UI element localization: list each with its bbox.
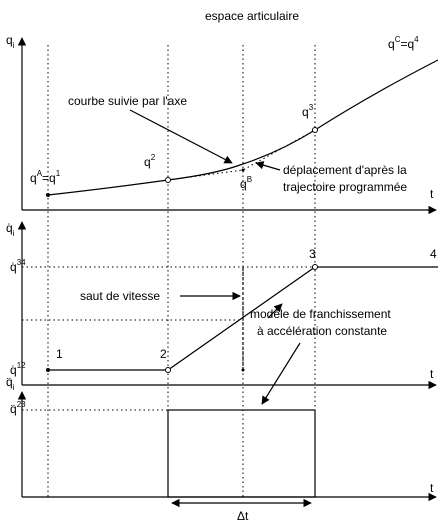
annotation: déplacement d'après la xyxy=(283,163,407,177)
label-part: 12 xyxy=(17,361,26,370)
label-part: i xyxy=(13,41,15,50)
point-label: qC​=q4​ xyxy=(388,35,419,51)
label-part: q xyxy=(240,177,247,191)
level-label: q̇34​ xyxy=(10,258,26,274)
label-part: q xyxy=(30,171,37,185)
label-part: 23 xyxy=(17,400,26,409)
segment-number: 3 xyxy=(309,247,316,261)
label-part: B xyxy=(247,175,252,184)
axis-label: q̇i​ xyxy=(6,221,15,238)
label-part: q xyxy=(144,155,151,169)
label-part: 3 xyxy=(309,103,314,112)
annotation: trajectoire programmée xyxy=(283,180,407,194)
point-label: q3​ xyxy=(302,103,314,119)
time-label: t xyxy=(430,481,434,495)
title: espace articulaire xyxy=(205,9,299,23)
arrows xyxy=(129,109,301,405)
label-part: q̈ xyxy=(6,375,13,389)
label-part: q xyxy=(302,105,309,119)
annotation: courbe suivie par l'axe xyxy=(68,94,187,108)
curves xyxy=(46,59,438,508)
labels: t t t courbe suivie par l'axe déplacemen… xyxy=(56,94,437,523)
label-part: 34 xyxy=(17,258,26,267)
point-label: q2​ xyxy=(144,153,156,169)
annotation: modèle de franchissement xyxy=(250,307,391,321)
point-label: qB​ xyxy=(240,175,252,191)
level-label: q̇12​ xyxy=(10,361,26,377)
label-part: q xyxy=(388,37,395,51)
segment-number: 2 xyxy=(160,347,167,361)
point-label: qA​=q1​ xyxy=(30,169,61,185)
label-part: q xyxy=(6,33,13,47)
level-label: q̈23​ xyxy=(10,400,26,416)
label-part: 4 xyxy=(414,35,419,44)
annotation: saut de vitesse xyxy=(80,289,160,303)
label-part: i xyxy=(13,229,15,238)
segment-number: 1 xyxy=(56,347,63,361)
label-part: =q xyxy=(42,171,56,185)
time-label: t xyxy=(430,367,434,381)
segment-number: 4 xyxy=(430,247,437,261)
label-part: 2 xyxy=(151,153,156,162)
time-label: t xyxy=(430,187,434,201)
label-part: 1 xyxy=(56,169,61,178)
label-part: q̇ xyxy=(10,363,17,377)
axis-label: qi​ xyxy=(6,33,15,50)
label-part: =q xyxy=(400,37,414,51)
label-part: q̇ xyxy=(10,260,17,274)
label-part: C xyxy=(395,35,401,44)
label-part: i xyxy=(13,383,15,392)
label-part: q̇ xyxy=(6,221,13,235)
delta-t: Δt xyxy=(237,509,249,523)
label-part: A xyxy=(37,169,43,178)
label-part: q̈ xyxy=(10,402,17,416)
axis-label: q̈i​ xyxy=(6,375,15,392)
annotation: à accélération constante xyxy=(257,324,387,338)
